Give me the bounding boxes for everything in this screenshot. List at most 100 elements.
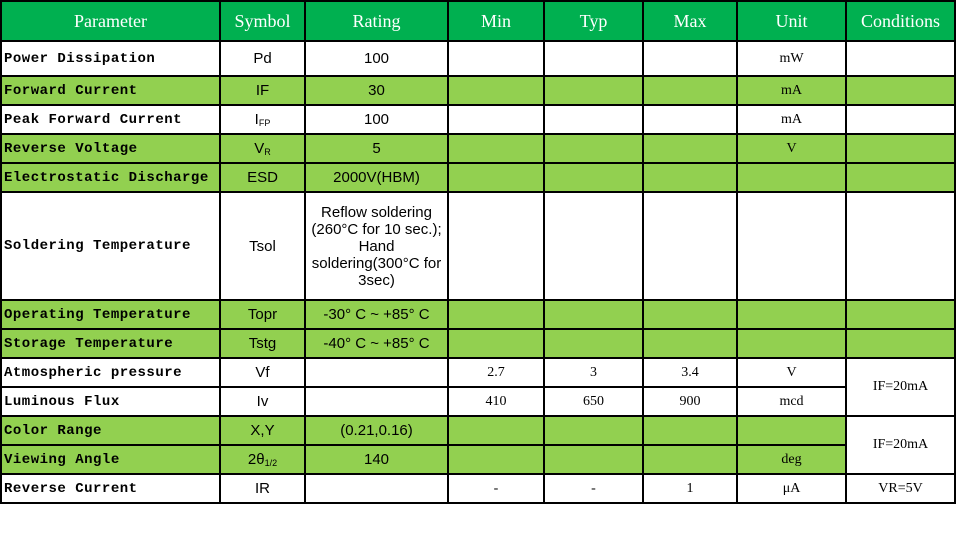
unit-cell: mcd [736, 386, 847, 417]
conditions-cell [845, 133, 956, 164]
conditions-cell [845, 328, 956, 359]
max-cell [642, 191, 738, 301]
max-cell: 900 [642, 386, 738, 417]
unit-cell: mW [736, 40, 847, 77]
symbol-text: 2θ [247, 451, 265, 468]
symbol-text: ESD [247, 169, 278, 186]
parameter-cell: Operating Temperature [0, 299, 221, 330]
min-cell [447, 104, 545, 135]
header-row: Parameter Symbol Rating Min Typ Max Unit… [0, 0, 956, 42]
table-row: Luminous Flux Iv 410 650 900 mcd [0, 386, 955, 417]
table-row: Storage Temperature Tstg -40° C ~ +85° C [0, 328, 956, 359]
parameter-cell: Color Range [0, 415, 221, 446]
max-cell [642, 75, 738, 106]
unit-cell: mA [736, 104, 847, 135]
rating-cell: -30° C ~ +85° C [304, 299, 449, 330]
header-max: Max [642, 0, 738, 42]
typ-cell [543, 444, 644, 475]
typ-cell [543, 104, 644, 135]
unit-cell [736, 162, 847, 193]
parameter-cell: Storage Temperature [0, 328, 221, 359]
rating-cell: Reflow soldering (260°C for 10 sec.); Ha… [304, 191, 449, 301]
symbol-text: Iv [256, 393, 269, 410]
typ-cell [543, 162, 644, 193]
header-typ: Typ [543, 0, 644, 42]
parameter-cell: Viewing Angle [0, 444, 221, 475]
unit-cell: mA [736, 75, 847, 106]
conditions-cell [845, 162, 956, 193]
min-cell [447, 328, 545, 359]
typ-cell: 650 [543, 386, 644, 417]
min-cell [447, 133, 545, 164]
symbol-cell: Pd [219, 40, 306, 77]
max-cell [642, 415, 738, 446]
min-cell: 410 [447, 386, 545, 417]
header-symbol: Symbol [219, 0, 306, 42]
min-cell: 2.7 [447, 357, 545, 388]
symbol-text: IF [255, 82, 270, 99]
max-cell [642, 133, 738, 164]
rating-cell: 100 [304, 40, 449, 77]
symbol-cell: IFP [219, 104, 306, 135]
rating-cell: (0.21,0.16) [304, 415, 449, 446]
parameter-cell: Reverse Voltage [0, 133, 221, 164]
symbol-cell: VR [219, 133, 306, 164]
parameter-cell: Luminous Flux [0, 386, 221, 417]
rating-cell [304, 473, 449, 504]
unit-cell [736, 299, 847, 330]
symbol-text: Vf [255, 364, 270, 381]
min-cell [447, 191, 545, 301]
unit-cell [736, 328, 847, 359]
min-cell [447, 40, 545, 77]
max-cell [642, 104, 738, 135]
parameter-cell: Atmospheric pressure [0, 357, 221, 388]
table-row: Power Dissipation Pd 100 mW [0, 40, 956, 77]
parameter-cell: Forward Current [0, 75, 221, 106]
conditions-cell [845, 299, 956, 330]
min-cell [447, 299, 545, 330]
symbol-text: V [254, 140, 265, 157]
typ-cell [543, 133, 644, 164]
symbol-cell: 2θ1/2 [219, 444, 306, 475]
symbol-cell: IR [219, 473, 306, 504]
table-row: Atmospheric pressure Vf 2.7 3 3.4 V IF=20mA [0, 357, 956, 417]
symbol-cell: Tstg [219, 328, 306, 359]
parameter-cell: Peak Forward Current [0, 104, 221, 135]
rating-cell: 100 [304, 104, 449, 135]
max-cell [642, 444, 738, 475]
symbol-cell: IF [219, 75, 306, 106]
symbol-cell: ESD [219, 162, 306, 193]
rating-cell: 140 [304, 444, 449, 475]
symbol-text: Topr [247, 306, 278, 323]
typ-cell [543, 40, 644, 77]
header-parameter: Parameter [0, 0, 221, 42]
unit-cell: μA [736, 473, 847, 504]
parameter-cell: Soldering Temperature [0, 191, 221, 301]
symbol-text: X,Y [250, 422, 275, 439]
table-row: Color Range X,Y (0.21,0.16) IF=20mA [0, 415, 956, 475]
min-cell [447, 162, 545, 193]
symbol-text: IR [255, 480, 270, 497]
max-cell [642, 162, 738, 193]
rating-cell: 30 [304, 75, 449, 106]
header-conditions: Conditions [845, 0, 956, 42]
unit-cell [736, 191, 847, 301]
unit-cell [736, 415, 847, 446]
typ-cell [543, 75, 644, 106]
symbol-text: Pd [253, 50, 272, 67]
symbol-subscript: FP [258, 118, 271, 128]
symbol-cell: Iv [219, 386, 306, 417]
symbol-text: Tstg [248, 335, 277, 352]
rating-cell [304, 357, 449, 388]
conditions-cell [845, 75, 956, 106]
symbol-text: I [254, 111, 259, 128]
rating-cell: 5 [304, 133, 449, 164]
absolute-maximum-ratings-table: Parameter Symbol Rating Min Typ Max Unit… [0, 0, 956, 504]
unit-cell: deg [736, 444, 847, 475]
max-cell [642, 299, 738, 330]
conditions-cell: IF=20mA [845, 415, 956, 475]
header-rating: Rating [304, 0, 449, 42]
table-row: Reverse Voltage VR 5 V [0, 133, 956, 164]
max-cell [642, 328, 738, 359]
typ-cell [543, 299, 644, 330]
